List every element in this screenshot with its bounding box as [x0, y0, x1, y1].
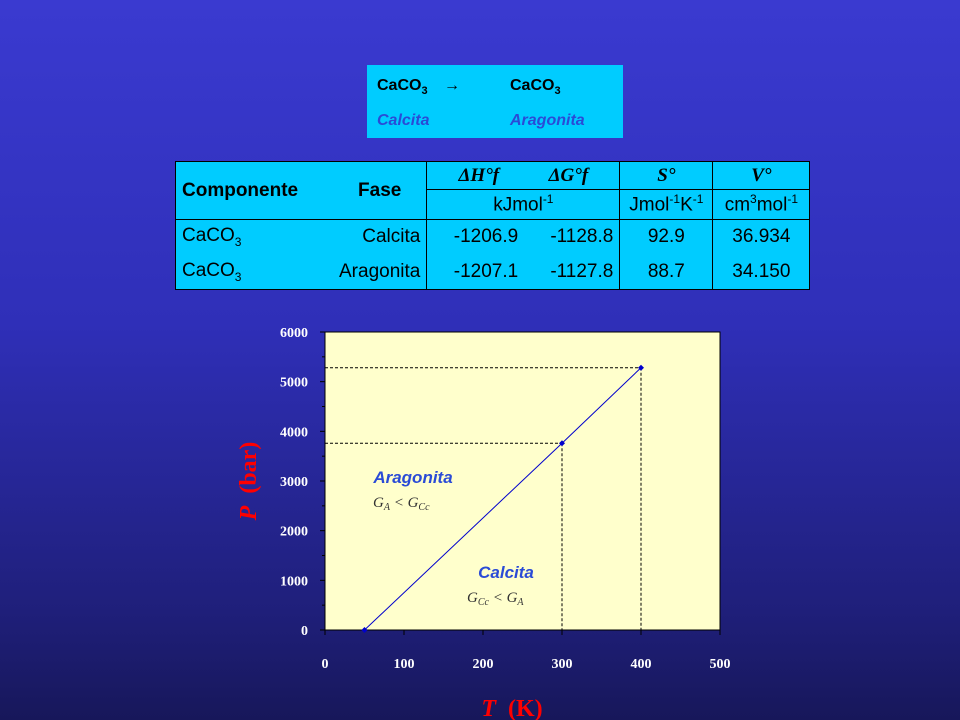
product-formula: CaCO3	[510, 77, 561, 98]
y-axis-var: P	[236, 505, 262, 521]
x-tick-label: 300	[552, 657, 573, 672]
y-axis: 0 1000 2000 3000 4000 5000 6000	[280, 326, 325, 639]
row-dh: -1206.9	[426, 219, 525, 255]
header-enthalpy-gibbs: ΔH°f ΔG°f	[426, 161, 621, 190]
y-tick-label: 5000	[280, 376, 308, 391]
table-row: CaCO3 Calcita -1206.9 -1128.8 92.9 36.93…	[175, 219, 811, 255]
row-s: 92.9	[619, 219, 714, 255]
phase-from: Calcita	[377, 112, 430, 129]
x-axis-unit: (K)	[508, 696, 543, 720]
header-entropy: S°	[619, 161, 714, 190]
table-header-row: Componente Fase ΔH°f ΔG°f S° V°	[175, 161, 811, 220]
y-tick-label: 4000	[280, 425, 308, 440]
reaction-equation: CaCO3 → CaCO3	[377, 77, 561, 98]
x-axis-title: T (K)	[481, 696, 542, 720]
header-phase: Fase	[333, 161, 428, 220]
y-tick-label: 1000	[280, 574, 308, 589]
row-s: 88.7	[619, 254, 714, 290]
relation-calcita: GCc < GA	[467, 590, 524, 608]
x-tick-label: 0	[322, 657, 329, 672]
reaction-phases: Calcita Aragonita	[377, 112, 585, 130]
row-component: CaCO3	[175, 254, 333, 290]
row-v: 36.934	[712, 219, 811, 255]
y-tick-label: 6000	[280, 326, 308, 341]
x-axis-var: T	[481, 696, 497, 720]
table-units-row: kJmol-1 Jmol-1K-1 cm3mol-1	[176, 189, 811, 220]
table-row: CaCO3 Aragonita -1207.1 -1127.8 88.7 34.…	[175, 254, 811, 290]
unit-volume: cm3mol-1	[712, 189, 811, 220]
row-dh: -1207.1	[426, 254, 525, 290]
y-axis-unit: (bar)	[236, 442, 262, 494]
y-tick-label: 3000	[280, 475, 308, 490]
reactant-formula: CaCO3	[377, 77, 428, 98]
reaction-arrow-icon: →	[444, 77, 461, 94]
label-calcita: Calcita	[478, 563, 534, 582]
y-tick-label: 2000	[280, 525, 308, 540]
header-component: Componente	[175, 161, 333, 220]
svg-text:P(bar): P (bar)	[236, 442, 262, 522]
guide-lines	[325, 367, 642, 630]
header-dg: ΔG°f	[548, 164, 589, 186]
row-phase: Aragonita	[333, 254, 428, 290]
data-point	[559, 440, 565, 447]
unit-energy: kJmol-1	[426, 189, 621, 220]
header-dh: ΔH°f	[458, 164, 500, 186]
x-tick-label: 100	[394, 657, 415, 672]
x-tick-label: 200	[473, 657, 494, 672]
label-aragonita: Aragonita	[372, 468, 452, 487]
data-points	[361, 364, 644, 633]
x-axis: 0 100 200 300 400 500	[322, 630, 731, 672]
svg-text:T(K): T (K)	[481, 696, 542, 720]
row-v: 34.150	[712, 254, 811, 290]
x-tick-label: 500	[710, 657, 731, 672]
row-component: CaCO3	[175, 219, 333, 255]
relation-calcita-text: GCc < GA	[467, 590, 524, 608]
thermo-data-table: Componente Fase ΔH°f ΔG°f S° V° kJmol-1 …	[175, 161, 811, 290]
unit-entropy: Jmol-1K-1	[619, 189, 714, 220]
x-tick-label: 400	[631, 657, 652, 672]
row-dg: -1127.8	[524, 254, 621, 290]
data-point	[638, 364, 644, 371]
y-tick-label: 0	[301, 624, 308, 639]
row-dg: -1128.8	[524, 219, 621, 255]
y-axis-title: P (bar)	[236, 442, 262, 522]
reaction-box: CaCO3 → CaCO3 Calcita Aragonita	[367, 65, 623, 138]
data-point	[361, 627, 368, 633]
phase-to: Aragonita	[510, 112, 585, 129]
